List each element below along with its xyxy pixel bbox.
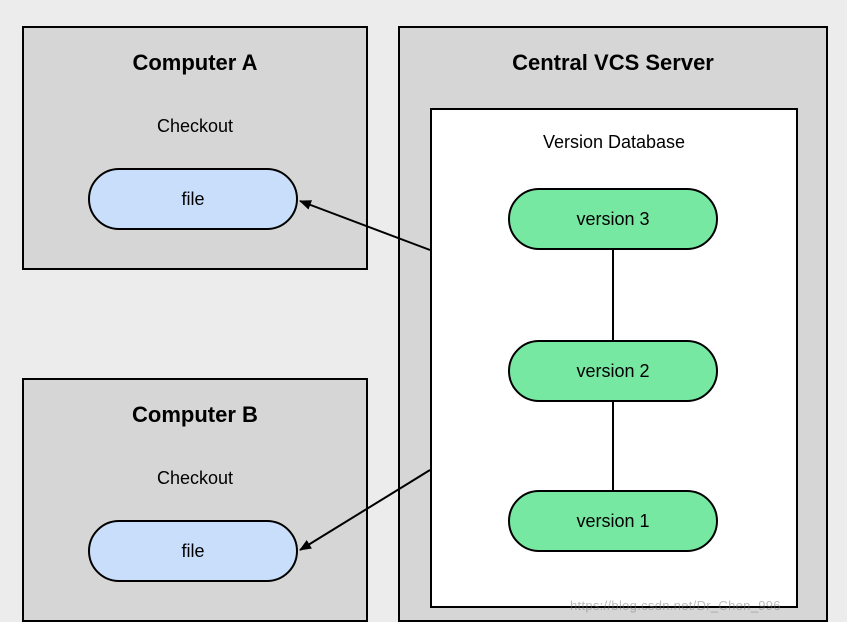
computer-a-file-label: file [181, 189, 204, 210]
version-database-label: Version Database [432, 132, 796, 153]
computer-a-checkout-label: Checkout [24, 116, 366, 137]
version-2-pill: version 2 [508, 340, 718, 402]
computer-a-title: Computer A [24, 50, 366, 76]
computer-b-file-pill: file [88, 520, 298, 582]
computer-b-title: Computer B [24, 402, 366, 428]
computer-b-file-label: file [181, 541, 204, 562]
version-1-pill: version 1 [508, 490, 718, 552]
watermark-text: https://blog.csdn.net/Dr_Chen_996 [570, 598, 781, 613]
version-3-pill: version 3 [508, 188, 718, 250]
version-3-label: version 3 [576, 209, 649, 230]
computer-b-box: Computer B Checkout [22, 378, 368, 622]
computer-a-file-pill: file [88, 168, 298, 230]
computer-b-checkout-label: Checkout [24, 468, 366, 489]
server-title: Central VCS Server [400, 50, 826, 76]
version-2-label: version 2 [576, 361, 649, 382]
computer-a-box: Computer A Checkout [22, 26, 368, 270]
version-1-label: version 1 [576, 511, 649, 532]
